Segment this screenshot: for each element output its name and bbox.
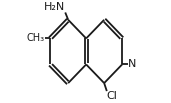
Text: CH₃: CH₃ — [27, 33, 45, 43]
Text: H₂N: H₂N — [44, 2, 65, 12]
Text: Cl: Cl — [107, 91, 118, 101]
Text: N: N — [128, 59, 136, 69]
